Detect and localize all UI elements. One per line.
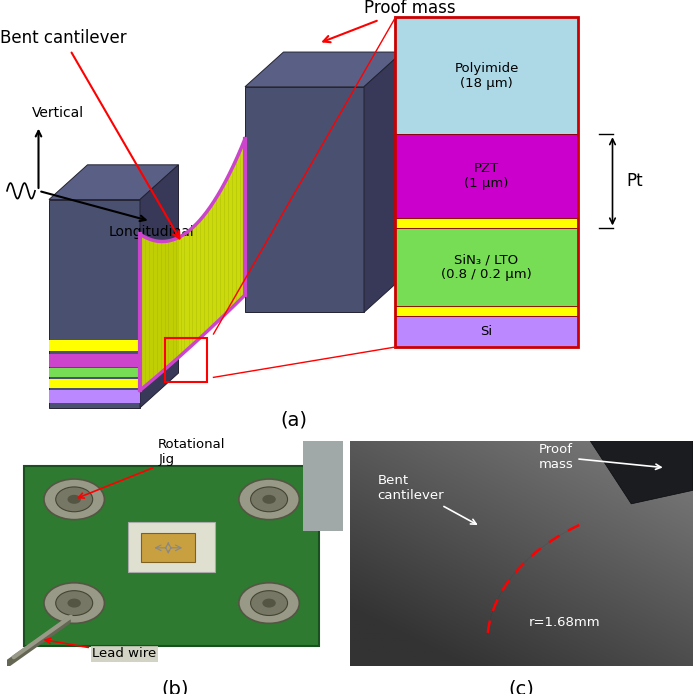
Circle shape: [67, 495, 81, 504]
Text: Proof mass: Proof mass: [323, 0, 456, 42]
Bar: [49, 341, 140, 351]
Polygon shape: [245, 87, 364, 312]
Bar: [302, 441, 343, 531]
Bar: [164, 339, 206, 382]
Circle shape: [251, 487, 288, 511]
Circle shape: [67, 598, 81, 608]
Text: Bent cantilever: Bent cantilever: [0, 29, 179, 239]
Bar: [49, 355, 140, 366]
Bar: [395, 306, 578, 316]
Text: Longitudinal: Longitudinal: [108, 226, 195, 239]
Text: SiN₃ / LTO
(0.8 / 0.2 μm): SiN₃ / LTO (0.8 / 0.2 μm): [441, 253, 532, 281]
Polygon shape: [49, 165, 178, 200]
Circle shape: [56, 591, 92, 616]
Text: Si: Si: [480, 325, 493, 338]
Bar: [395, 17, 578, 135]
Text: Proof
mass: Proof mass: [539, 443, 661, 471]
Bar: [395, 135, 578, 219]
Bar: [395, 219, 578, 228]
Polygon shape: [364, 52, 402, 312]
Text: Bent
cantilever: Bent cantilever: [377, 474, 476, 524]
Text: Rotational
Jig: Rotational Jig: [78, 438, 225, 498]
Bar: [24, 466, 319, 646]
Circle shape: [262, 598, 276, 608]
Polygon shape: [487, 523, 582, 636]
Bar: [128, 522, 216, 572]
Bar: [395, 316, 578, 347]
Text: Pt: Pt: [626, 172, 643, 190]
Bar: [141, 533, 195, 562]
Text: r=1.68mm: r=1.68mm: [528, 616, 600, 629]
Polygon shape: [49, 200, 140, 408]
Text: (c): (c): [509, 680, 534, 694]
Text: PZT
(1 μm): PZT (1 μm): [464, 162, 509, 190]
Polygon shape: [590, 441, 693, 504]
Polygon shape: [140, 139, 245, 390]
Circle shape: [251, 591, 288, 616]
Circle shape: [44, 479, 104, 520]
Bar: [49, 389, 140, 403]
Circle shape: [56, 487, 92, 511]
Polygon shape: [245, 52, 402, 87]
Bar: [395, 17, 578, 347]
Text: Polyimide
(18 μm): Polyimide (18 μm): [454, 62, 519, 90]
Text: Lead wire: Lead wire: [46, 638, 157, 660]
Circle shape: [239, 583, 300, 623]
Bar: [395, 228, 578, 306]
Text: Vertical: Vertical: [32, 106, 83, 120]
Text: (b): (b): [161, 680, 189, 694]
Circle shape: [262, 495, 276, 504]
Text: (a): (a): [281, 410, 307, 430]
Polygon shape: [140, 165, 178, 408]
Bar: [49, 379, 140, 388]
Circle shape: [44, 583, 104, 623]
Bar: [49, 368, 140, 378]
Circle shape: [239, 479, 300, 520]
